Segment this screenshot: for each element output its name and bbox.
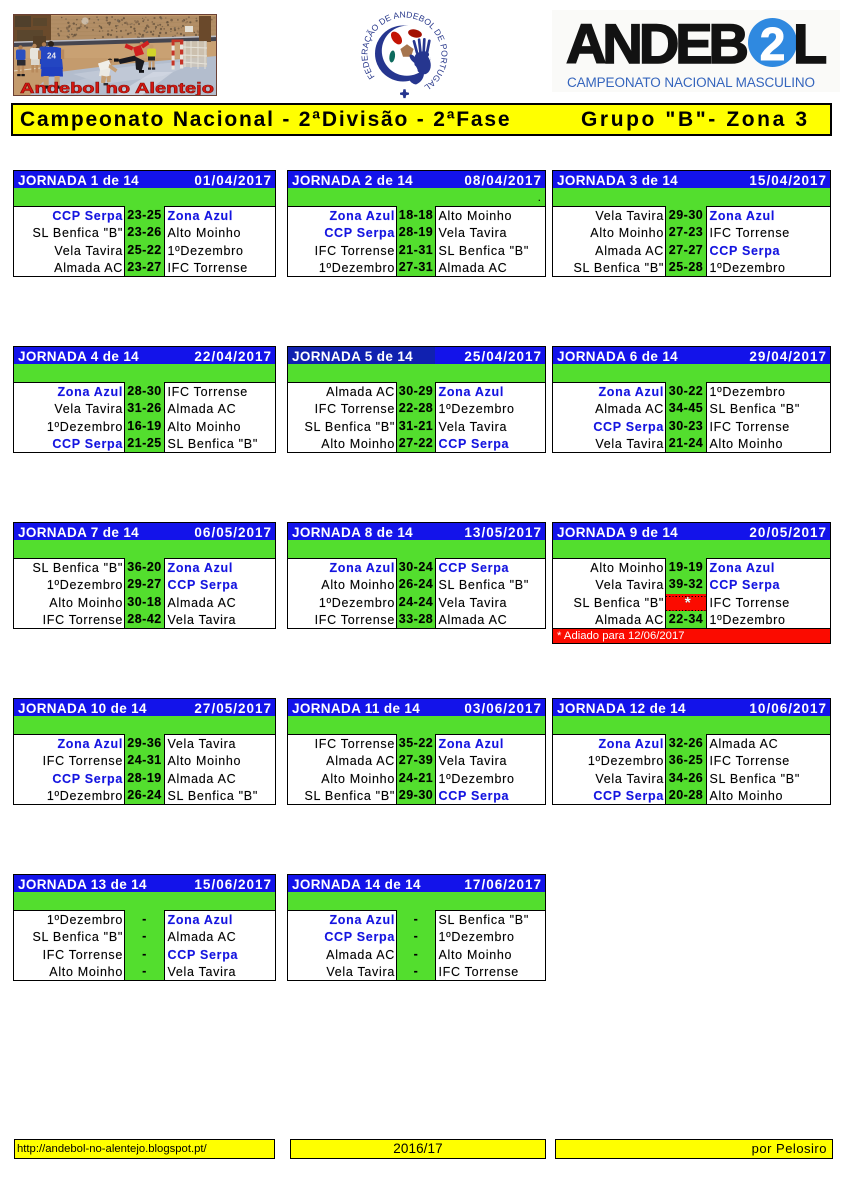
svg-text:CAMPEONATO NACIONAL MASCULINO: CAMPEONATO NACIONAL MASCULINO [567, 75, 815, 90]
svg-text:2: 2 [760, 18, 786, 70]
svg-text:Andebol no Alentejo: Andebol no Alentejo [20, 81, 214, 96]
svg-text:L: L [793, 12, 827, 75]
svg-text:ANDEB: ANDEB [566, 12, 749, 75]
svg-text:24: 24 [47, 52, 56, 61]
